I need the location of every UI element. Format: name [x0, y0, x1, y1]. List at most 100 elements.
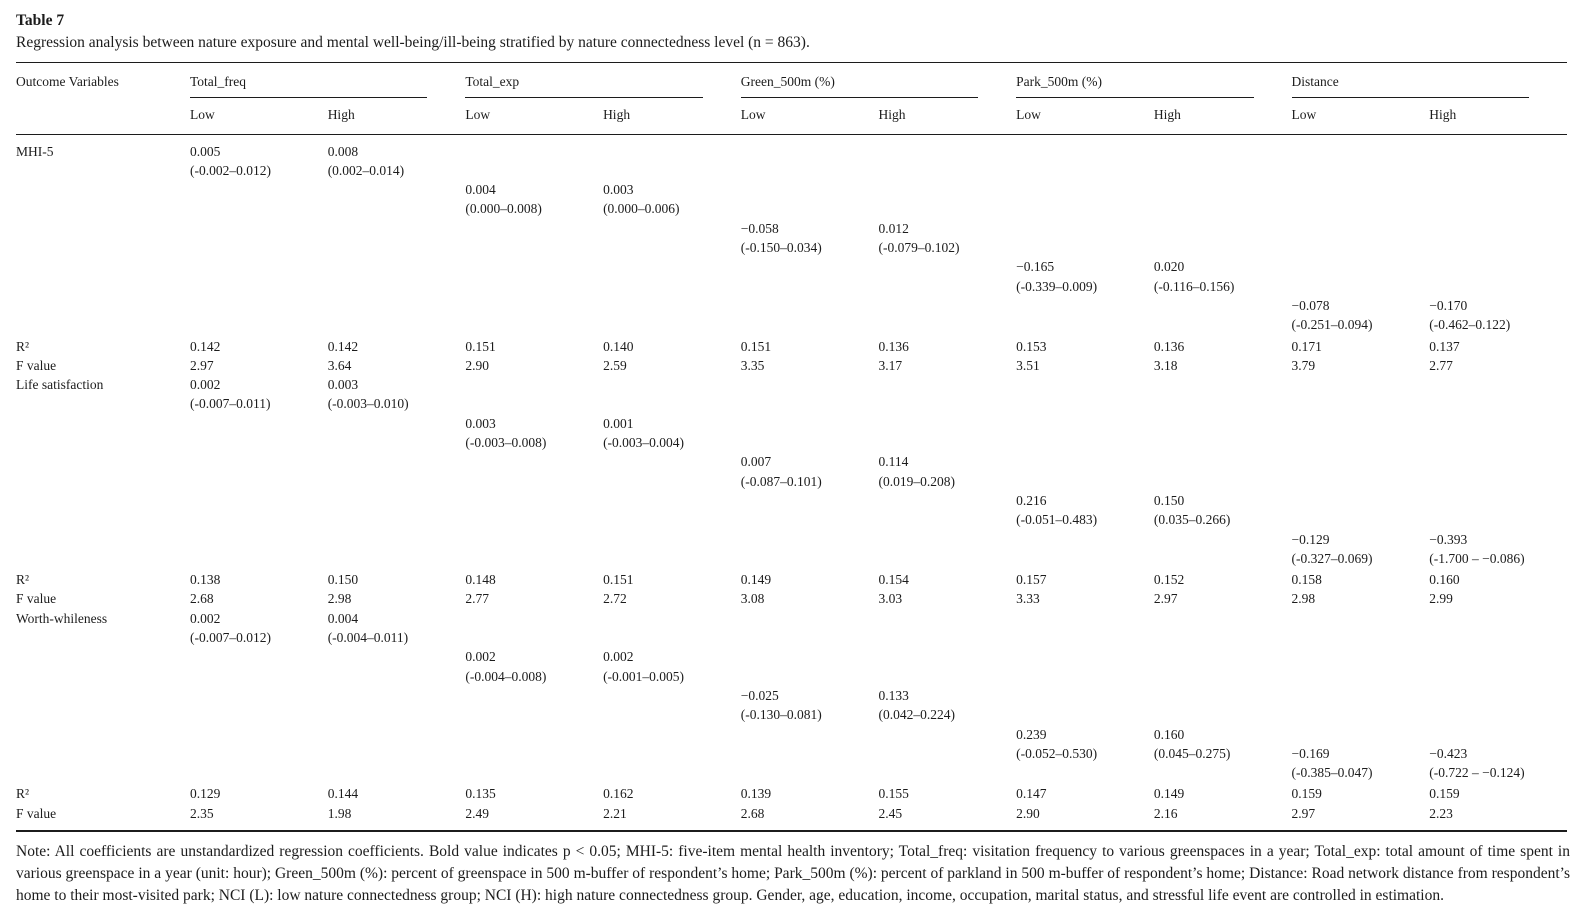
table-cell: [741, 161, 879, 180]
table-cell: [190, 667, 328, 686]
table-cell: [878, 199, 1016, 218]
table-cell: [1429, 686, 1567, 705]
table-cell: [465, 277, 603, 296]
table-cell: [1429, 180, 1567, 199]
row-label: F value: [16, 591, 57, 607]
table-cell: [603, 161, 741, 180]
table-cell: [741, 491, 879, 510]
table-cell: 0.157: [1016, 572, 1047, 588]
table-cell: 0.151: [465, 338, 496, 354]
row-label: [16, 257, 190, 276]
table-cell: [741, 667, 879, 686]
table-cell: 0.135: [465, 786, 496, 802]
table-cell: [1429, 199, 1567, 218]
group-header-total-exp: Total_exp: [465, 63, 740, 99]
table-row: R² 0.129 0.144 0.135 0.162 0.139 0.155 0.147 0.1…: [16, 782, 1567, 803]
table-cell: 0.158: [1291, 572, 1322, 588]
table-title: Table 7: [16, 12, 65, 29]
table-cell: [603, 744, 741, 763]
table-cell: 0.151: [603, 572, 634, 588]
table-cell: 0.002: [603, 649, 634, 665]
table-cell: 0.012: [878, 220, 909, 236]
table-cell: 0.155: [878, 786, 909, 802]
table-cell: [1016, 414, 1154, 433]
table-cell: [190, 763, 328, 782]
table-caption: Regression analysis between nature expos…: [16, 34, 810, 51]
table-cell: (-0.007–0.011): [190, 396, 271, 412]
table-cell: [1016, 686, 1154, 705]
table-cell: (0.035–0.266): [1153, 512, 1231, 528]
row-label: MHI-5: [16, 143, 54, 159]
table-note: Note: All coefficients are unstandardize…: [16, 842, 1570, 904]
table-cell: [1154, 628, 1292, 647]
table-cell: (-0.003–0.008): [465, 435, 547, 451]
table-cell: [878, 375, 1016, 394]
table-cell: [465, 609, 603, 628]
table-cell: [190, 452, 328, 471]
table-cell: [328, 238, 466, 257]
table-cell: [1429, 219, 1567, 238]
table-cell: [1429, 414, 1567, 433]
table-row: (-0.007–0.012) (-0.004–0.011): [16, 628, 1567, 647]
row-label: [16, 530, 190, 549]
table-cell: [878, 510, 1016, 529]
table-cell: [741, 277, 879, 296]
table-cell: (-0.339–0.009): [1016, 278, 1098, 294]
table-cell: [603, 452, 741, 471]
table-cell: 2.90: [465, 357, 489, 373]
table-cell: [1429, 510, 1567, 529]
table-cell: (-0.004–0.011): [327, 630, 409, 646]
table-row: R² 0.142 0.142 0.151 0.140 0.151 0.136 0.153 0.1…: [16, 335, 1567, 356]
table-cell: [603, 628, 741, 647]
table-cell: (-0.002–0.012): [190, 162, 271, 178]
table-cell: [465, 510, 603, 529]
table-row: −0.165 0.020: [16, 257, 1567, 276]
table-cell: [465, 705, 603, 724]
table-cell: [878, 161, 1016, 180]
table-cell: [741, 199, 879, 218]
table-cell: [1016, 763, 1154, 782]
table-cell: [603, 375, 741, 394]
table-cell: 0.004: [327, 610, 359, 626]
table-cell: [603, 725, 741, 744]
table-cell: [190, 725, 328, 744]
table-cell: [1016, 134, 1154, 161]
table-row: (-0.150–0.034) (-0.079–0.102): [16, 238, 1567, 257]
regression-table: Outcome Variables Total_freq Total_exp G…: [16, 62, 1567, 832]
subheader-distance-high: High: [1429, 98, 1567, 135]
table-cell: [603, 394, 741, 413]
table-cell: [1016, 219, 1154, 238]
table-cell: [1292, 433, 1430, 452]
table-cell: 3.08: [740, 591, 765, 607]
row-label: [16, 510, 190, 529]
table-cell: 0.153: [1016, 338, 1047, 354]
table-row: 0.003 0.001: [16, 414, 1567, 433]
table-cell: [1154, 549, 1292, 568]
table-cell: 0.114: [878, 454, 909, 470]
table-cell: [1154, 296, 1292, 315]
table-cell: 2.23: [1429, 805, 1453, 821]
table-row: (-0.051–0.483) (0.035–0.266): [16, 510, 1567, 529]
table-cell: [465, 763, 603, 782]
table-cell: [878, 744, 1016, 763]
table-row: MHI-5 0.005 0.008: [16, 134, 1567, 161]
table-cell: 0.149: [1153, 786, 1185, 802]
table-cell: (-0.007–0.012): [190, 630, 271, 646]
table-cell: 0.001: [603, 415, 634, 431]
table-header: Outcome Variables Total_freq Total_exp G…: [16, 62, 1567, 135]
table-cell: −0.165: [1016, 259, 1055, 275]
table-cell: [1016, 667, 1154, 686]
table-cell: 2.97: [1291, 805, 1316, 821]
table-cell: 0.150: [327, 572, 359, 588]
row-label: [16, 686, 190, 705]
table-cell: 0.147: [1016, 786, 1047, 802]
table-cell: (-0.001–0.005): [603, 668, 685, 684]
table-cell: [1292, 510, 1430, 529]
table-cell: [1429, 452, 1567, 471]
table-cell: 0.002: [465, 649, 496, 665]
table-cell: [465, 219, 603, 238]
table-cell: [465, 530, 603, 549]
table-cell: 0.142: [190, 338, 221, 354]
table-cell: [741, 315, 879, 334]
